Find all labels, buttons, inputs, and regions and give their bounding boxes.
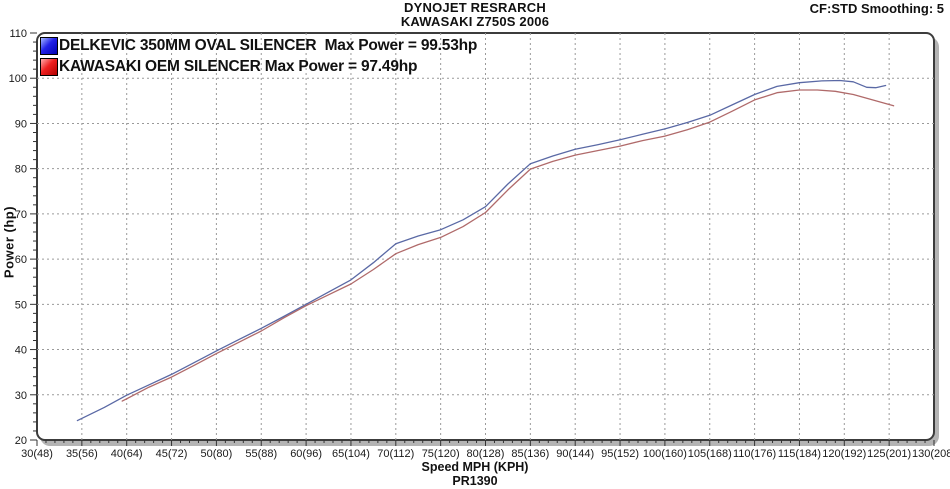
x-tick-label: 55(88) bbox=[245, 448, 277, 460]
legend-label-oem: KAWASAKI OEM SILENCER Max Power = 97.49h… bbox=[59, 57, 418, 75]
x-tick-label: 65(104) bbox=[332, 448, 370, 460]
legend-label-delkevic: DELKEVIC 350MM OVAL SILENCER Max Power =… bbox=[59, 36, 478, 54]
chart-title-line2: KAWASAKI Z750S 2006 bbox=[400, 14, 550, 29]
oem-curve bbox=[121, 89, 895, 402]
x-tick-label: 40(64) bbox=[111, 448, 143, 460]
y-tick-label: 100 bbox=[9, 73, 27, 85]
y-tick-label: 40 bbox=[15, 345, 27, 357]
x-tick-label: 115(184) bbox=[778, 448, 821, 460]
y-tick-label: 20 bbox=[15, 435, 27, 447]
y-tick-label: 70 bbox=[15, 209, 27, 221]
legend-row-delkevic: DELKEVIC 350MM OVAL SILENCER Max Power =… bbox=[40, 35, 477, 56]
delkevic-curve bbox=[76, 79, 887, 422]
legend: DELKEVIC 350MM OVAL SILENCER Max Power =… bbox=[40, 35, 477, 77]
x-tick-label: 105(168) bbox=[688, 448, 732, 460]
x-tick-label: 85(136) bbox=[511, 448, 549, 460]
y-tick-label: 90 bbox=[15, 118, 27, 130]
x-tick-label: 110(176) bbox=[733, 448, 776, 460]
footer-code: PR1390 bbox=[452, 474, 498, 488]
y-tick-label: 50 bbox=[15, 299, 27, 311]
x-tick-label: 90(144) bbox=[556, 448, 594, 460]
delkevic-swatch-icon bbox=[40, 36, 58, 55]
x-tick-label: 75(120) bbox=[422, 448, 460, 460]
x-tick-label: 45(72) bbox=[156, 448, 188, 460]
x-tick-label: 35(56) bbox=[66, 448, 98, 460]
legend-row-oem: KAWASAKI OEM SILENCER Max Power = 97.49h… bbox=[40, 56, 477, 77]
x-tick-label: 130(208) bbox=[912, 448, 950, 460]
x-tick-label: 100(160) bbox=[643, 448, 687, 460]
x-tick-label: 125(201) bbox=[867, 448, 911, 460]
chart-title-line1: DYNOJET RESRARCH bbox=[404, 0, 546, 15]
x-tick-label: 80(128) bbox=[467, 448, 505, 460]
x-axis-title: Speed MPH (KPH) bbox=[421, 460, 529, 474]
x-tick-label: 30(48) bbox=[21, 448, 53, 460]
x-tick-label: 70(112) bbox=[377, 448, 414, 460]
x-tick-label: 50(80) bbox=[201, 448, 233, 460]
y-tick-label: 60 bbox=[15, 254, 27, 266]
x-tick-label: 120(192) bbox=[822, 448, 866, 460]
x-tick-label: 60(96) bbox=[290, 448, 322, 460]
smoothing-info: CF:STD Smoothing: 5 bbox=[809, 1, 944, 16]
y-tick-label: 80 bbox=[15, 164, 27, 176]
y-tick-label: 30 bbox=[15, 390, 27, 402]
x-tick-label: 95(152) bbox=[601, 448, 639, 460]
y-tick-label: 110 bbox=[9, 28, 27, 40]
y-axis-title: Power (hp) bbox=[1, 205, 17, 279]
oem-swatch-icon bbox=[40, 57, 58, 76]
